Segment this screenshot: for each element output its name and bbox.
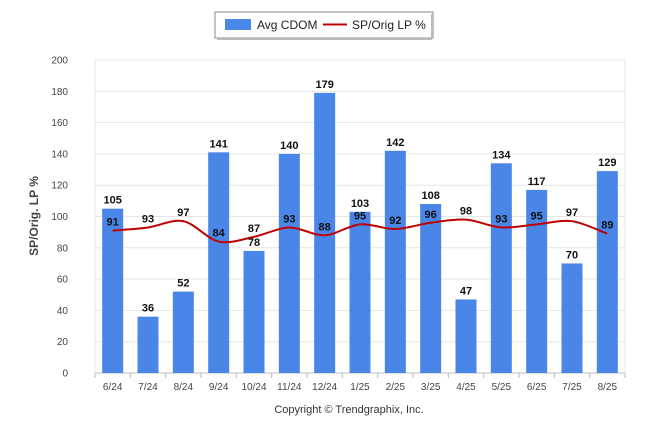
bar [243, 250, 265, 373]
line-data-label: 91 [107, 217, 119, 229]
legend-label-avg-cdom: Avg CDOM [257, 18, 317, 32]
line-data-label: 84 [213, 228, 226, 240]
bar [526, 189, 548, 373]
x-tick-label: 8/25 [598, 382, 618, 393]
line-data-label: 97 [177, 207, 189, 219]
bar [384, 150, 406, 373]
y-tick-label: 120 [51, 181, 68, 192]
bar [596, 171, 618, 373]
bar-data-label: 141 [209, 138, 227, 150]
bar [102, 208, 124, 373]
y-tick-label: 80 [57, 243, 69, 254]
bar-data-label: 142 [386, 137, 404, 149]
x-tick-label: 8/24 [174, 382, 194, 393]
bar-data-label: 140 [280, 140, 298, 152]
y-tick-label: 100 [51, 212, 68, 223]
x-tick-label: 1/25 [350, 382, 370, 393]
line-data-label: 97 [566, 207, 578, 219]
line-data-label: 98 [460, 206, 472, 218]
bar-data-labels: 105 36 52 141 78 140 179 103 142 108 47 134 117 70 129 [103, 79, 616, 315]
bar [314, 92, 336, 374]
x-tick-label: 5/25 [492, 382, 512, 393]
y-tick-label: 60 [57, 275, 69, 286]
x-tick-label: 2/25 [386, 382, 406, 393]
legend-swatch-avg-cdom [225, 19, 251, 30]
x-tick-label: 7/25 [562, 382, 582, 393]
x-tick-label: 6/25 [527, 382, 547, 393]
x-tick-label: 9/24 [209, 382, 229, 393]
line-data-label: 88 [319, 221, 331, 233]
x-tick-label: 4/25 [456, 382, 476, 393]
line-series [112, 218, 608, 244]
y-tick-label: 200 [51, 56, 68, 67]
bar [137, 316, 159, 373]
line-data-label: 96 [425, 209, 437, 221]
x-axis-ticks: 6/24 7/24 8/24 9/24 10/24 11/24 12/24 1/25 2/25 3… [94, 373, 626, 393]
bar [561, 263, 583, 373]
y-tick-label: 160 [51, 118, 68, 129]
line-data-label: 92 [389, 215, 401, 227]
bar [172, 291, 194, 373]
bar-series [102, 92, 618, 374]
line-data-label: 95 [531, 210, 543, 222]
bar-data-label: 78 [248, 237, 260, 249]
line-data-label: 89 [601, 220, 613, 232]
bar-data-label: 134 [492, 149, 511, 161]
line-data-label: 95 [354, 210, 366, 222]
line-data-label: 93 [142, 213, 154, 225]
line-data-label: 93 [283, 213, 295, 225]
bar [278, 153, 300, 373]
x-tick-label: 12/24 [312, 382, 337, 393]
x-tick-label: 7/24 [138, 382, 158, 393]
copyright-footer: Copyright © Trendgraphix, Inc. [274, 404, 423, 416]
bar-data-label: 103 [351, 198, 369, 210]
x-tick-label: 6/24 [103, 382, 123, 393]
legend-label-sp-orig-lp: SP/Orig LP % [352, 18, 426, 32]
bar [208, 152, 230, 373]
bar [490, 163, 512, 373]
bar-data-label: 47 [460, 285, 472, 297]
line-data-labels: 91 93 97 84 87 93 88 95 92 96 98 93 95 97 89 [107, 206, 614, 240]
x-tick-label: 3/25 [421, 382, 441, 393]
bar [420, 203, 442, 373]
bar-data-label: 179 [315, 79, 333, 91]
line-data-label: 87 [248, 223, 260, 235]
bar-data-label: 108 [421, 190, 439, 202]
bar-data-label: 36 [142, 303, 154, 315]
y-tick-label: 140 [51, 149, 68, 160]
y-tick-label: 0 [62, 369, 68, 380]
bar [455, 299, 477, 373]
y-axis-ticks: 0 20 40 60 80 100 120 140 160 180 200 [51, 56, 68, 380]
y-tick-label: 20 [57, 337, 69, 348]
y-axis-title: SP/Orig. LP % [27, 176, 41, 256]
y-tick-label: 40 [57, 306, 69, 317]
bar-data-label: 70 [566, 249, 578, 261]
bar-data-label: 117 [528, 176, 546, 188]
bar [349, 211, 371, 373]
x-tick-label: 10/24 [241, 382, 266, 393]
bar-data-label: 105 [103, 195, 121, 207]
line-data-label: 93 [495, 213, 507, 225]
bar-data-label: 129 [598, 157, 616, 169]
bar-data-label: 52 [177, 278, 189, 290]
legend: Avg CDOM SP/Orig LP % [214, 11, 434, 40]
x-tick-label: 11/24 [277, 382, 302, 393]
y-tick-label: 180 [51, 87, 68, 98]
